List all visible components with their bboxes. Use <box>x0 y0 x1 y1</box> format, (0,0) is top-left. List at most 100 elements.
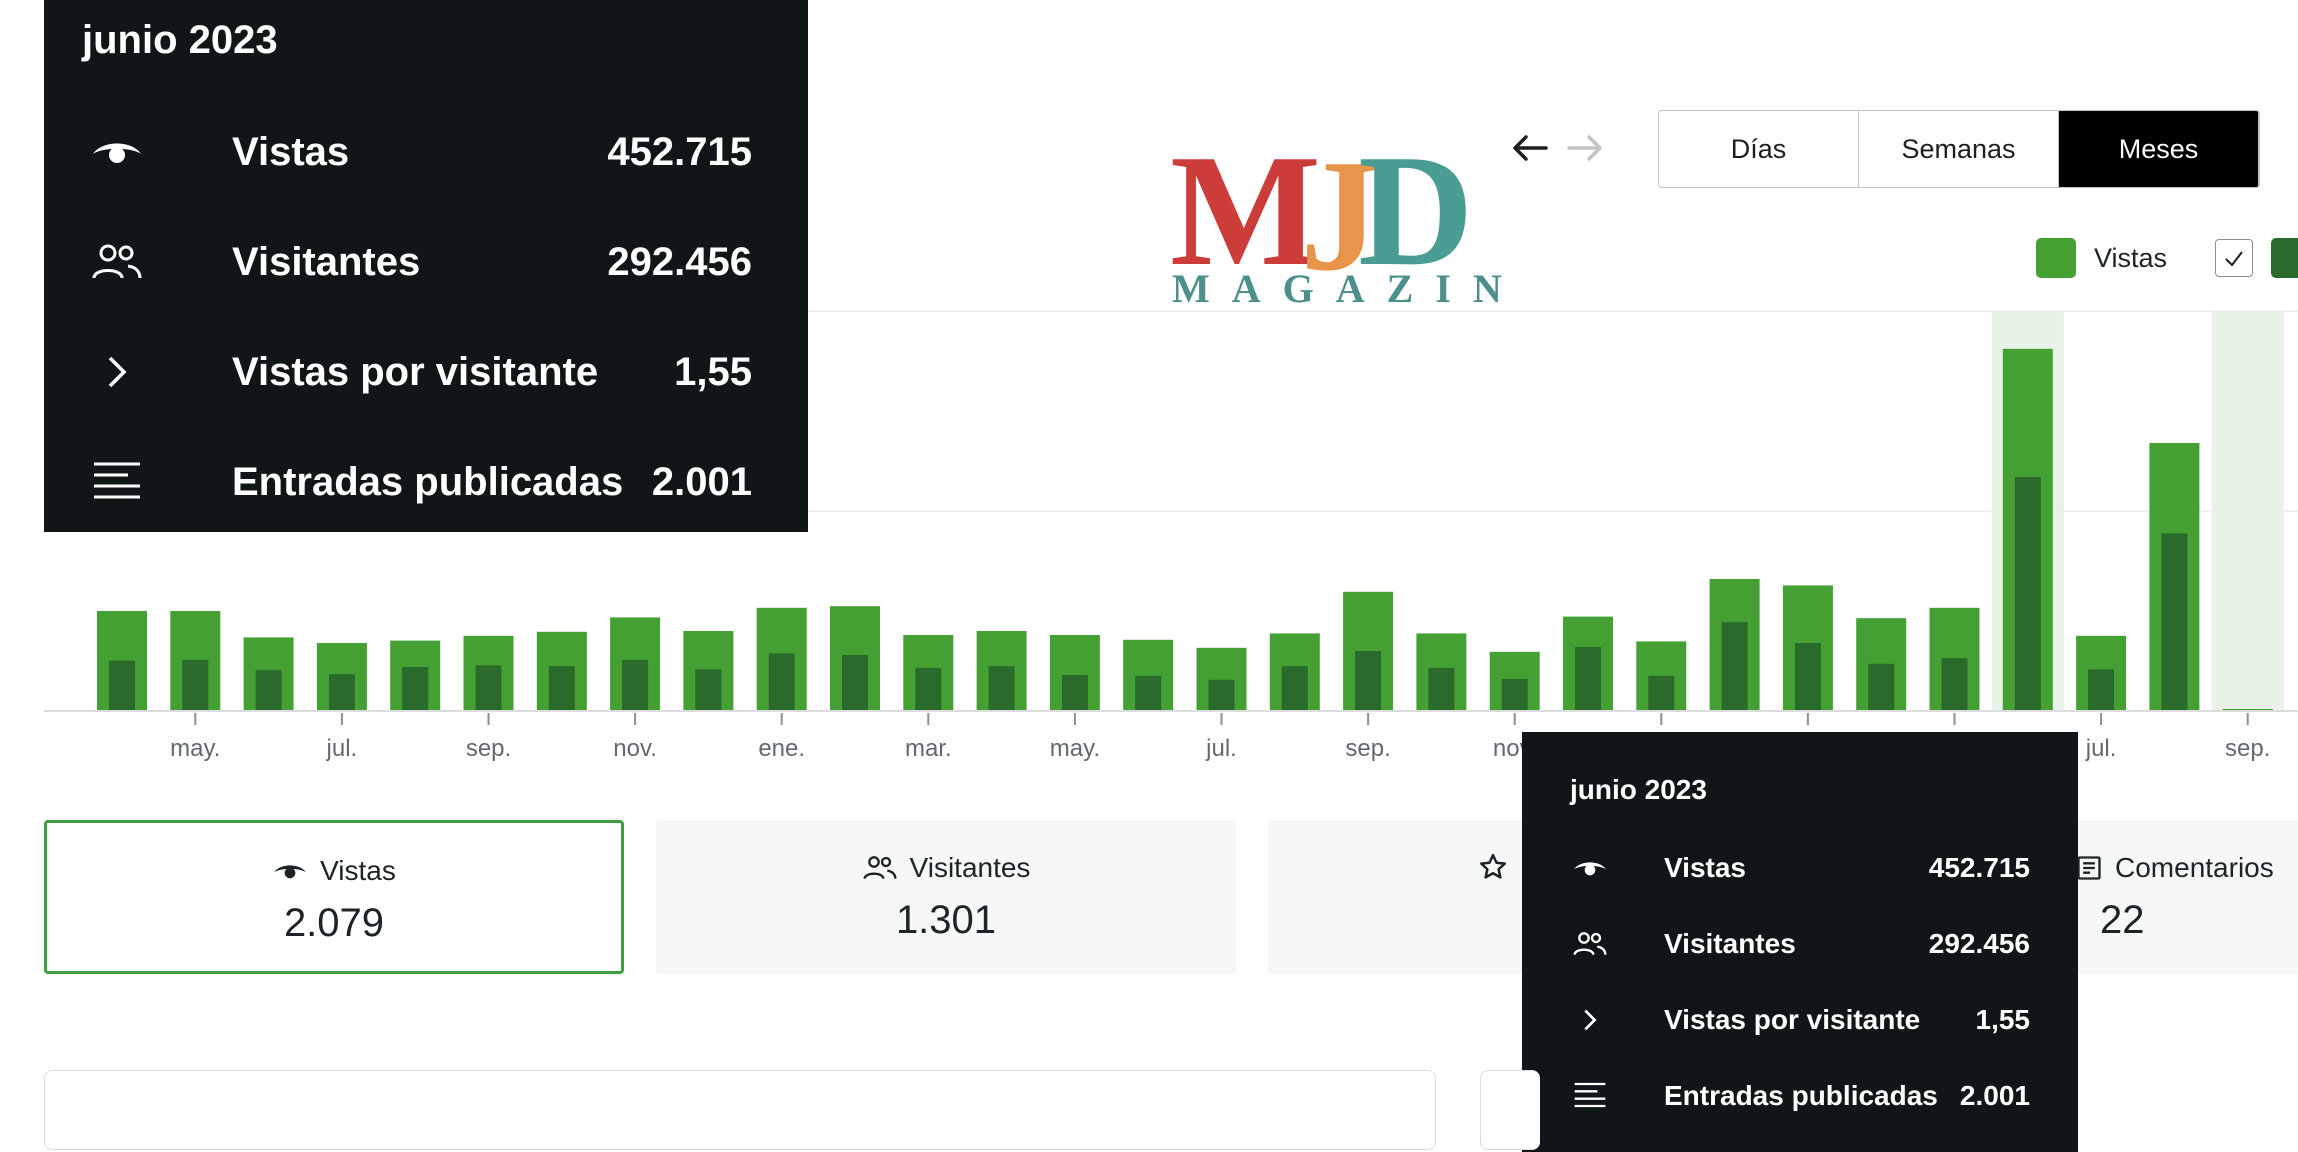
bar-visitors <box>1721 622 1748 711</box>
chart-tooltip-large: junio 2023 Vistas 452.715 Visitantes 292… <box>44 0 808 532</box>
bar-visitors <box>1868 663 1895 711</box>
eye-icon <box>272 860 308 882</box>
tooltip-label: Entradas publicadas <box>232 459 624 504</box>
bar-visitors <box>842 655 868 711</box>
tooltip-title: junio 2023 <box>1570 774 1707 805</box>
logo-subtitle: MAGAZIN <box>1172 266 1524 311</box>
bar-visitors <box>1794 643 1821 711</box>
chevron-right-icon <box>1572 1006 1664 1034</box>
content-panel-right <box>1480 1070 1540 1150</box>
people-icon <box>1572 930 1664 958</box>
bar-visitors <box>1575 647 1601 711</box>
next-period-button[interactable] <box>1560 118 1610 178</box>
x-tick-label: may. <box>1050 735 1100 762</box>
tooltip-label: Vistas <box>1664 852 1746 883</box>
stat-card-views[interactable]: Vistas 2.079 <box>44 820 624 974</box>
tooltip-label: Visitantes <box>232 239 421 284</box>
people-icon <box>862 854 898 882</box>
bar-visitors <box>1648 675 1675 711</box>
x-tick-label: sep. <box>2225 735 2270 762</box>
bar-visitors <box>255 670 282 711</box>
tooltip-label: Entradas publicadas <box>1664 1080 1938 1111</box>
stat-card-visitors[interactable]: Visitantes 1.301 <box>656 820 1236 974</box>
tooltip-row-views: Vistas 452.715 <box>1522 846 2078 890</box>
tooltip-row-views-per-visitor: Vistas por visitante 1,55 <box>1522 998 2078 1042</box>
tooltip-label: Visitantes <box>1664 928 1796 959</box>
tooltip-row-visitors: Visitantes 292.456 <box>44 232 808 292</box>
period-weeks-button[interactable]: Semanas <box>1859 111 2059 187</box>
lines-icon <box>90 460 232 504</box>
chart-tooltip-small: junio 2023 Vistas 452.715 Visitantes 292… <box>1522 732 2078 1152</box>
tooltip-label: Vistas por visitante <box>1664 1004 1921 1035</box>
bar-visitors <box>548 666 575 711</box>
logo-letter-j: J <box>1300 126 1380 304</box>
bar-visitors <box>2161 533 2188 711</box>
bar-visitors <box>1501 679 1528 711</box>
chart-legend: Vistas <box>2036 238 2298 278</box>
bar-visitors <box>768 653 795 711</box>
tooltip-value: 452.715 <box>607 129 752 174</box>
stat-label: Vistas <box>320 855 396 886</box>
x-tick-label: may. <box>170 735 220 762</box>
checkmark-icon <box>2225 251 2243 267</box>
tooltip-label: Vistas <box>232 129 350 174</box>
tooltip-value: 292.456 <box>607 239 752 284</box>
bar-visitors <box>402 667 429 711</box>
arrow-left-icon <box>1513 135 1548 161</box>
tooltip-row-views: Vistas 452.715 <box>44 122 808 182</box>
tooltip-value: 1,55 <box>674 349 752 394</box>
x-tick-label: ene. <box>758 735 805 762</box>
bar-visitors <box>915 667 942 711</box>
bar-visitors <box>1061 675 1088 711</box>
views-chart: may. jul. sep. nov. ene. mar. may. jul. sep. nov.… <box>44 310 2298 762</box>
stat-label: Comentarios <box>2115 852 2274 883</box>
logo-letter-m: M <box>1170 121 1322 299</box>
bar-visitors <box>695 669 722 711</box>
period-months-button[interactable]: Meses <box>2059 111 2259 187</box>
stat-value-comments: 22 <box>2100 898 2145 942</box>
bar-visitors <box>1135 675 1162 711</box>
people-icon <box>90 242 232 282</box>
chevron-right-icon <box>90 352 232 392</box>
bar-visitors <box>328 674 355 711</box>
tooltip-row-views-per-visitor: Vistas por visitante 1,55 <box>44 342 808 402</box>
stat-value: 2.079 <box>283 901 385 945</box>
bar-visitors <box>1428 667 1455 711</box>
previous-period-button[interactable] <box>1505 118 1555 178</box>
bar-visitors <box>1208 679 1235 711</box>
legend-visitors-checkbox[interactable] <box>2215 239 2254 277</box>
bar-visitors <box>1941 658 1968 711</box>
eye-icon <box>1572 857 1664 879</box>
tooltip-row-posts: Entradas publicadas 2.001 <box>44 452 808 512</box>
star-icon <box>1478 852 1508 882</box>
period-days-button[interactable]: Días <box>1659 111 1859 187</box>
stat-value: 1.301 <box>895 898 997 942</box>
stat-label: Visitantes <box>909 852 1031 883</box>
bar-visitors <box>1355 651 1382 711</box>
x-tick-label: sep. <box>466 735 511 762</box>
site-logo: M J D MAGAZIN <box>1160 121 1502 311</box>
tooltip-value: 292.456 <box>1928 928 2030 959</box>
legend-views-swatch <box>2036 238 2076 278</box>
bar-visitors <box>2014 477 2041 711</box>
arrow-right-icon <box>1567 135 1602 161</box>
x-tick-label: jul. <box>326 735 358 762</box>
x-tick-label: sep. <box>1345 735 1390 762</box>
x-tick-label: nov. <box>613 735 657 762</box>
bar-visitors <box>182 659 209 711</box>
period-toggle: Días Semanas Meses <box>1658 110 2260 188</box>
lines-icon <box>1572 1081 1664 1111</box>
tooltip-title: junio 2023 <box>82 18 278 62</box>
bar-visitors <box>988 666 1015 711</box>
tooltip-value: 1,55 <box>1975 1004 2031 1035</box>
comment-icon <box>2075 854 2103 882</box>
content-panel-left <box>44 1070 1436 1150</box>
x-tick-label: jul. <box>1205 735 1237 762</box>
logo-letter-d: D <box>1358 121 1474 299</box>
eye-icon <box>90 137 232 167</box>
bar-visitors <box>475 665 502 711</box>
tooltip-value: 2.001 <box>651 459 752 504</box>
x-tick-label: jul. <box>2085 735 2117 762</box>
tooltip-value: 2.001 <box>1959 1080 2030 1111</box>
tooltip-label: Vistas por visitante <box>232 349 599 394</box>
